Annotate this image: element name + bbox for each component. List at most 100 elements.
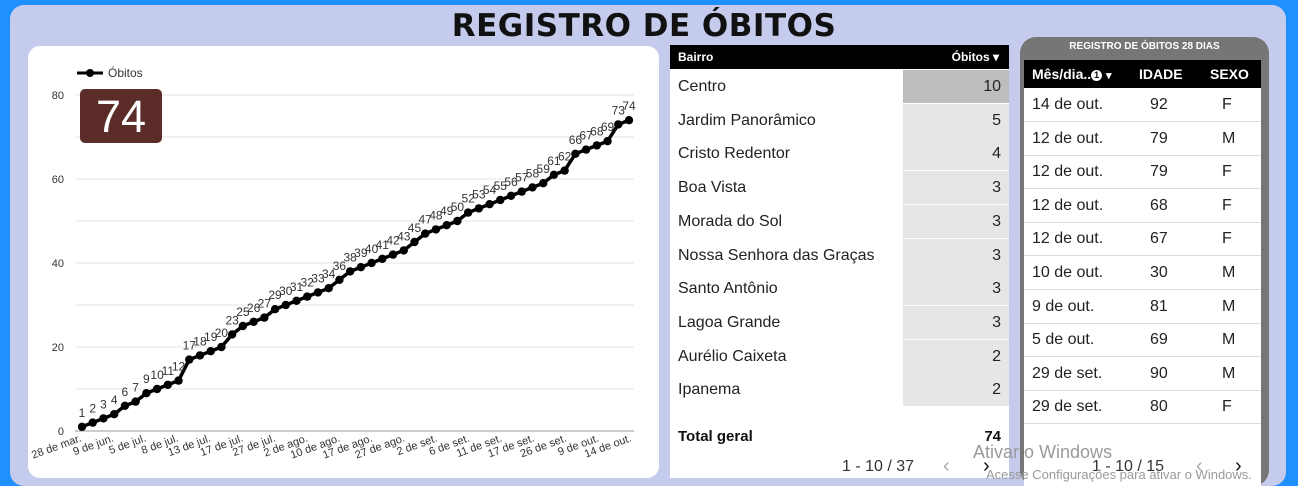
header-obitos[interactable]: Óbitos ▾ (952, 50, 999, 64)
data-label: 43 (397, 229, 411, 243)
data-label: 10 (150, 368, 164, 382)
obitos-value: 3 (992, 246, 1001, 264)
header-sexo[interactable]: SEXO (1210, 66, 1249, 82)
sex-cell: M (1222, 364, 1236, 382)
value-cell (903, 339, 1009, 373)
value-cell (903, 238, 1009, 272)
table-row[interactable]: Cristo Redentor 4 (670, 137, 1009, 171)
data-label: 36 (333, 259, 347, 273)
date-cell: 5 de out. (1032, 331, 1095, 349)
header-bairro[interactable]: Bairro (678, 50, 714, 64)
data-point (335, 275, 344, 284)
y-tick-label: 20 (52, 342, 64, 354)
data-label: 38 (343, 250, 357, 264)
data-point (442, 221, 451, 230)
value-cell (903, 204, 1009, 238)
table-row[interactable]: Boa Vista 3 (670, 171, 1009, 205)
age-cell: 79 (1150, 129, 1168, 147)
data-label: 1 (79, 406, 86, 420)
data-point (421, 229, 430, 238)
sex-cell: F (1222, 96, 1232, 113)
data-point (410, 237, 419, 247)
table-row[interactable]: 9 de out. 81 M (1024, 290, 1261, 324)
data-point (313, 288, 323, 297)
table-row[interactable]: Aurélio Caixeta 2 (670, 339, 1009, 374)
y-tick-label: 60 (52, 174, 64, 186)
data-point (185, 355, 194, 364)
data-point (592, 141, 602, 150)
data-label: 34 (322, 267, 336, 281)
data-point (624, 116, 634, 125)
age-cell: 67 (1150, 230, 1168, 248)
chart-legend: Óbitos (77, 66, 143, 80)
value-cell (903, 305, 1009, 339)
data-label: 39 (354, 246, 368, 260)
data-point (356, 263, 366, 272)
prev-page-icon[interactable]: ‹ (943, 455, 950, 477)
table-row[interactable]: Ipanema 2 (670, 373, 1009, 407)
sort-order-badge: 1 (1091, 69, 1103, 81)
data-point (571, 149, 580, 158)
series-line (81, 118, 630, 429)
sex-cell: M (1222, 264, 1236, 281)
table2-pager: 1 - 10 / 15 (1092, 458, 1165, 475)
data-label: 66 (569, 133, 583, 147)
table-row[interactable]: 14 de out. 92 F (1024, 88, 1261, 122)
data-point (292, 296, 301, 305)
header-date-label: Mês/dia.. (1032, 66, 1092, 82)
data-label: 33 (311, 271, 325, 285)
data-point (109, 410, 119, 419)
table-row[interactable]: 12 de out. 79 F (1024, 155, 1261, 190)
table-row[interactable]: Morada do Sol 3 (670, 204, 1009, 239)
table-row[interactable]: Santo Antônio 3 (670, 272, 1009, 306)
y-tick-label: 80 (52, 90, 64, 102)
sex-cell: F (1222, 398, 1232, 416)
data-label: 32 (301, 276, 315, 290)
data-label: 19 (204, 330, 218, 344)
table-row[interactable]: 10 de out. 30 M (1024, 256, 1261, 290)
prev-page-icon[interactable]: ‹ (1196, 455, 1203, 477)
data-label: 52 (461, 192, 475, 206)
data-point (614, 120, 623, 129)
data-point (88, 418, 97, 427)
data-label: 53 (472, 187, 486, 201)
table-row[interactable]: 5 de out. 69 M (1024, 323, 1261, 358)
next-page-icon[interactable]: › (1235, 455, 1242, 477)
bairro-name: Centro (678, 78, 727, 95)
value-cell (903, 171, 1009, 205)
table-row[interactable]: Centro 10 (670, 70, 1009, 104)
table-row[interactable]: 12 de out. 68 F (1024, 189, 1261, 223)
obitos-value: 3 (992, 179, 1001, 197)
total-value: 74 (984, 428, 1001, 445)
data-label: 6 (122, 385, 129, 399)
data-point (378, 254, 387, 263)
table-row[interactable]: Nossa Senhora das Graças 3 (670, 238, 1009, 273)
next-page-icon[interactable]: › (983, 455, 990, 477)
data-point (453, 216, 462, 226)
header-date[interactable]: Mês/dia.. 1 ▾ (1032, 66, 1112, 82)
obitos-value: 5 (992, 111, 1001, 129)
data-point (260, 313, 269, 322)
data-point (538, 179, 548, 188)
data-label: 55 (494, 179, 508, 193)
data-label: 3 (100, 397, 107, 411)
bairro-table: Bairro Óbitos ▾ Centro 10 Jardim Panorâmic… (670, 45, 1009, 478)
bairro-name: Boa Vista (678, 179, 747, 197)
data-label: 9 (143, 372, 150, 386)
table-row[interactable]: 29 de set. 80 F (1024, 390, 1261, 425)
header-idade[interactable]: IDADE (1139, 66, 1183, 82)
date-cell: 29 de set. (1032, 364, 1103, 382)
data-label: 48 (429, 208, 443, 222)
table-row[interactable]: Jardim Panorâmico 5 (670, 103, 1009, 138)
data-label: 25 (236, 305, 250, 319)
value-cell (903, 272, 1009, 306)
table-row[interactable]: 12 de out. 79 M (1024, 122, 1261, 156)
date-cell: 9 de out. (1032, 297, 1095, 315)
obitos-value: 3 (992, 212, 1001, 230)
data-point (388, 250, 398, 259)
table-row[interactable]: 12 de out. 67 F (1024, 222, 1261, 257)
data-point (77, 422, 87, 431)
data-label: 11 (162, 364, 175, 378)
table-row[interactable]: Lagoa Grande 3 (670, 305, 1009, 340)
table-row[interactable]: 29 de set. 90 M (1024, 357, 1261, 391)
